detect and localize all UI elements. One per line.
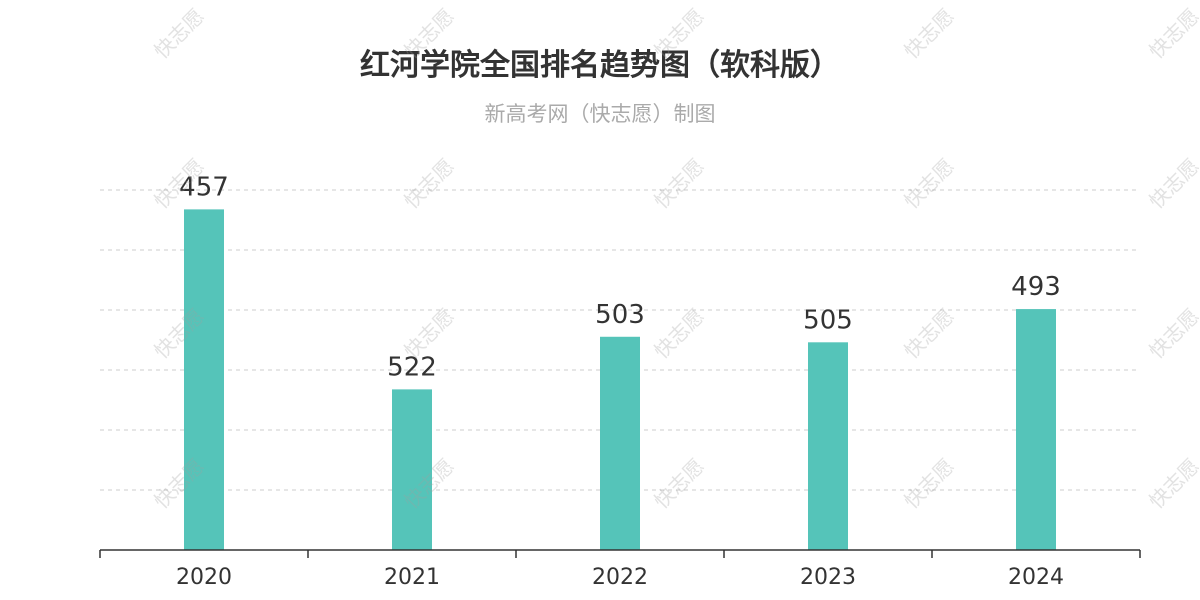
x-tick-label-2022: 2022 — [592, 565, 648, 590]
bar-2024 — [1016, 309, 1056, 550]
chart-title: 红河学院全国排名趋势图（软科版） — [360, 48, 840, 83]
bars — [184, 209, 1056, 550]
x-tick-label-2021: 2021 — [384, 565, 440, 590]
bar-2020 — [184, 209, 224, 550]
data-label-2021: 522 — [387, 352, 437, 382]
x-axis: 2020 2021 2022 2023 2024 — [99, 549, 1141, 590]
bar-2023 — [808, 342, 848, 550]
bar-2021 — [392, 389, 432, 550]
data-labels: 457 522 503 505 493 — [179, 172, 1061, 382]
data-label-2020: 457 — [179, 172, 229, 202]
data-label-2024: 493 — [1011, 272, 1061, 302]
data-label-2023: 505 — [803, 305, 853, 335]
bar-2022 — [600, 336, 640, 550]
data-label-2022: 503 — [595, 300, 645, 330]
x-tick-label-2020: 2020 — [176, 565, 232, 590]
chart-subtitle: 新高考网（快志愿）制图 — [484, 102, 716, 126]
x-tick-label-2024: 2024 — [1008, 565, 1064, 590]
x-tick-label-2023: 2023 — [800, 565, 856, 590]
